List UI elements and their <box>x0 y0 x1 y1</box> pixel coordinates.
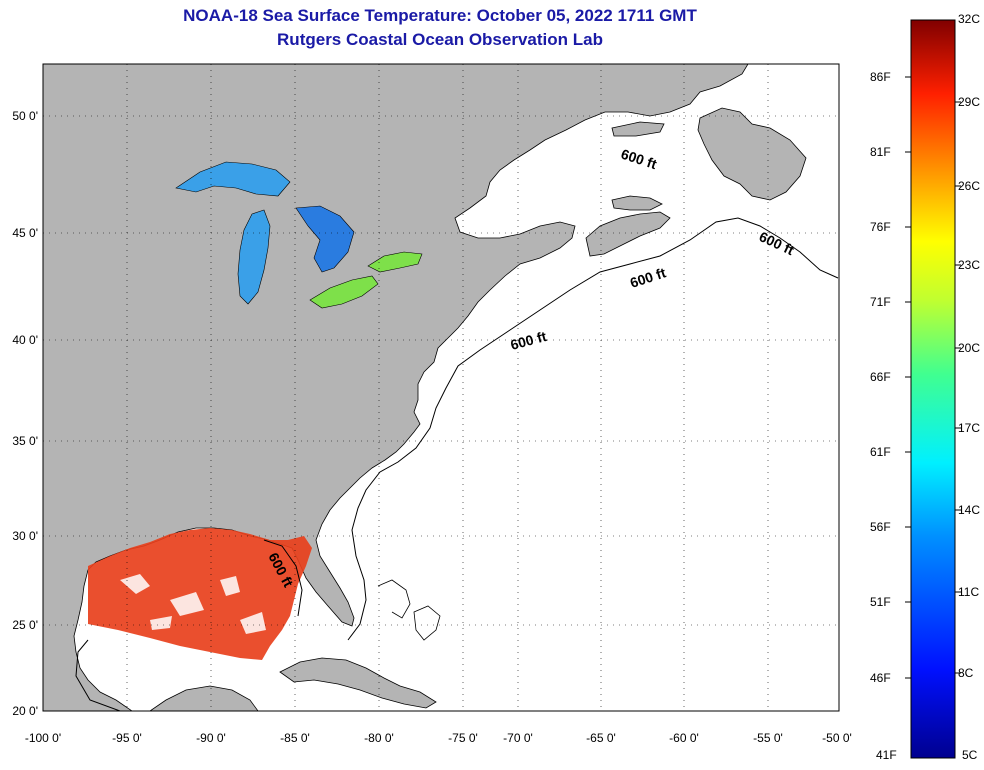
lon-tick-label: -85 0' <box>280 731 310 745</box>
lon-tick-labels: -100 0' -95 0' -90 0' -85 0' -80 0' -75 … <box>25 731 852 745</box>
gridlines <box>43 64 839 711</box>
land-anticosti <box>611 121 665 137</box>
colorbar-label-c: 32C <box>958 12 981 26</box>
land-newfoundland <box>697 107 807 201</box>
lon-tick-label: -60 0' <box>669 731 699 745</box>
colorbar-label-c: 8C <box>958 666 974 680</box>
lake-erie <box>309 275 379 309</box>
lon-tick-label: -90 0' <box>196 731 226 745</box>
lon-tick-label: -75 0' <box>448 731 478 745</box>
colorbar-label-f: 81F <box>870 145 891 159</box>
lake-superior <box>175 161 291 197</box>
lon-tick-label: -55 0' <box>753 731 783 745</box>
colorbar-label-c: 20C <box>958 341 981 355</box>
colorbar-label-c: 11C <box>958 585 980 599</box>
lon-tick-label: -70 0' <box>503 731 533 745</box>
colorbar-label-f: 76F <box>870 220 891 234</box>
lat-tick-label: 35 0' <box>12 434 38 448</box>
land-pei <box>611 195 663 211</box>
colorbar-label-f: 86F <box>870 70 891 84</box>
colorbar-label-f: 66F <box>870 370 891 384</box>
lat-tick-labels: 20 0' 25 0' 30 0' 35 0' 40 0' 45 0' 50 0… <box>12 109 38 718</box>
lat-tick-label: 30 0' <box>12 529 38 543</box>
colorbar-label-f: 61F <box>870 445 891 459</box>
lon-tick-label: -65 0' <box>586 731 616 745</box>
colorbar-label-f: 41F <box>876 748 897 762</box>
lat-tick-label: 20 0' <box>12 704 38 718</box>
land-cuba <box>279 657 437 709</box>
colorbar-label-c: 26C <box>958 179 981 193</box>
lake-michigan <box>237 209 271 305</box>
map-subtitle: Rutgers Coastal Ocean Observation Lab <box>277 30 603 49</box>
lat-tick-label: 40 0' <box>12 333 38 347</box>
colorbar-label-f: 71F <box>870 295 891 309</box>
colorbar-label-c: 14C <box>958 503 981 517</box>
land-bahamas <box>377 579 441 641</box>
map-title: NOAA-18 Sea Surface Temperature: October… <box>183 6 697 25</box>
colorbar-label-c: 5C <box>962 748 978 762</box>
lon-tick-label: -100 0' <box>25 731 61 745</box>
colorbar-label-f: 51F <box>870 595 891 609</box>
colorbar <box>910 19 956 759</box>
colorbar-label-c: 29C <box>958 95 981 109</box>
lon-tick-label: -50 0' <box>822 731 852 745</box>
lat-tick-label: 50 0' <box>12 109 38 123</box>
colorbar-label-c: 17C <box>958 421 981 435</box>
land-yucatan <box>149 685 259 711</box>
colorbar-label-f: 46F <box>870 671 891 685</box>
land-nova-scotia <box>585 211 671 257</box>
lat-tick-label: 25 0' <box>12 618 38 632</box>
gulf-sst-gaps <box>120 574 266 634</box>
lat-tick-label: 45 0' <box>12 226 38 240</box>
lake-huron <box>295 205 355 273</box>
map-frame <box>42 63 840 712</box>
colorbar-label-f: 56F <box>870 520 891 534</box>
colorbar-label-c: 23C <box>958 258 981 272</box>
lake-ontario <box>367 251 423 273</box>
colorbar-ticks <box>905 76 961 679</box>
lon-tick-label: -80 0' <box>364 731 394 745</box>
lon-tick-label: -95 0' <box>112 731 142 745</box>
depth-contour-600ft <box>75 217 839 711</box>
